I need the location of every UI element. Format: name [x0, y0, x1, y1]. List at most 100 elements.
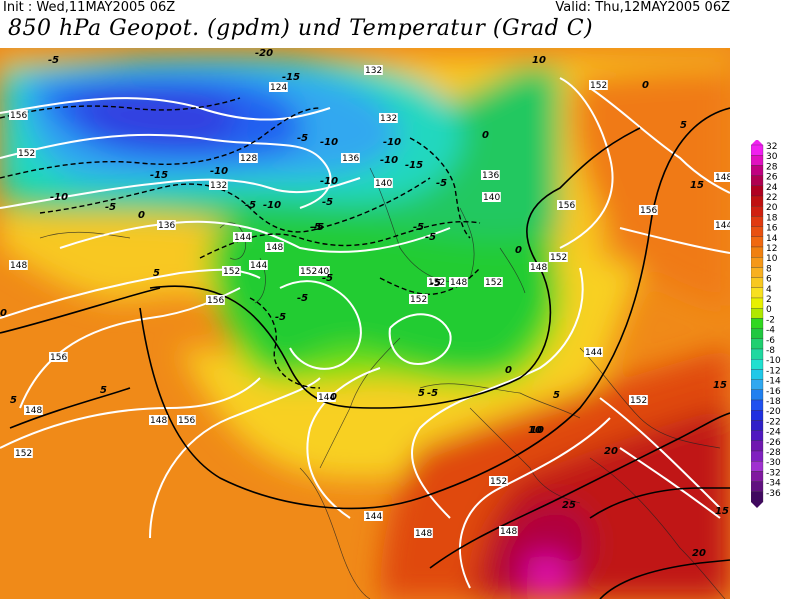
geopotential-label: 128 [240, 154, 257, 164]
label-box [409, 294, 428, 304]
legend-label: 32 [766, 142, 777, 152]
geopotential-label: 156 [50, 353, 67, 363]
label-box [14, 448, 33, 458]
legend-label: 26 [766, 173, 778, 183]
geopotential-label: 148 [150, 416, 167, 426]
legend-label: -2 [766, 315, 775, 325]
label-box [364, 65, 383, 75]
geopotential-label: 148 [415, 529, 432, 539]
geopotential-label: 132 [210, 181, 227, 191]
temperature-legend: 32302826242220181614121086420-2-4-6-8-10… [751, 140, 781, 508]
geopotential-label: 152 [485, 278, 502, 288]
geopotential-label: 140 [483, 193, 500, 203]
temperature-contours [0, 107, 730, 599]
label-box [482, 192, 501, 202]
temperature-label: 0 [642, 80, 649, 91]
legend-swatch [751, 399, 764, 411]
label-box [311, 266, 330, 276]
label-box [557, 200, 576, 210]
temperature-label: -5 [436, 178, 447, 189]
legend-swatch [751, 236, 764, 248]
label-box [364, 511, 383, 521]
geopotential-label: 140 [375, 179, 392, 189]
label-box [233, 232, 252, 242]
label-box [529, 262, 548, 272]
geopotential-label: 152 [300, 267, 317, 277]
geopotential-label: 144 [234, 233, 251, 243]
legend-label: -12 [766, 366, 781, 376]
legend-swatch [751, 144, 764, 156]
legend-swatch [751, 175, 764, 186]
legend-label: 0 [766, 305, 772, 315]
init-time: Init : Wed,11MAY2005 06Z [3, 0, 176, 15]
legend-swatch [751, 420, 764, 431]
legend-swatch [751, 359, 764, 370]
temperature-label: -5 [427, 388, 438, 399]
label-box [317, 392, 336, 402]
geopotential-label: 152 [18, 149, 35, 159]
legend-label: -4 [766, 326, 775, 336]
label-box [639, 205, 658, 215]
temperature-label: 15 [713, 380, 727, 391]
legend-swatch [751, 246, 764, 258]
geopotential-label: 152 [428, 278, 445, 288]
temperature-label: -5 [430, 278, 441, 289]
geopotential-label: 148 [530, 263, 547, 273]
label-box [427, 277, 446, 287]
legend-swatch [751, 165, 764, 176]
label-box [714, 220, 730, 230]
legend-label: 4 [766, 285, 772, 295]
label-box [489, 476, 508, 486]
legend-label: -18 [766, 397, 781, 407]
legend-label: -36 [766, 489, 781, 499]
temperature-label: -5 [48, 55, 59, 66]
legend-swatch [751, 389, 764, 401]
temperature-label: 20 [692, 548, 706, 559]
legend-label: 20 [766, 203, 778, 213]
temperature-label: 10 [528, 425, 542, 436]
legend-label: -30 [766, 458, 781, 468]
legend-label: 22 [766, 193, 777, 203]
legend-label: -22 [766, 417, 781, 427]
temperature-label: -5 [322, 273, 333, 284]
geopotential-label: 156 [178, 416, 195, 426]
geopotential-label: 136 [482, 171, 499, 181]
temperature-label: -15 [405, 160, 423, 171]
label-box [484, 277, 503, 287]
label-box [222, 266, 241, 276]
legend-label: -28 [766, 448, 781, 458]
legend-swatch [751, 267, 764, 278]
temperature-label: -15 [282, 72, 300, 83]
label-box [269, 82, 288, 92]
legend-swatch [751, 287, 764, 299]
label-box [499, 526, 518, 536]
geopotential-contours [0, 77, 730, 589]
legend-label: -26 [766, 438, 781, 448]
label-box [374, 178, 393, 188]
legend-swatch [751, 369, 764, 380]
geopotential-label: 148 [500, 527, 517, 537]
label-box [549, 252, 568, 262]
temperature-label: -5 [297, 133, 308, 144]
temperature-label: 5 [153, 268, 160, 279]
label-box [481, 170, 500, 180]
geopotential-label: 152 [410, 295, 427, 305]
geopotential-label: 148 [25, 406, 42, 416]
legend-label: -20 [766, 407, 781, 417]
label-box [206, 295, 225, 305]
label-box [414, 528, 433, 538]
legend-label: 10 [766, 254, 778, 264]
legend-label: 16 [766, 224, 778, 234]
geopotential-label: 136 [158, 221, 175, 231]
legend-arrow-bottom [751, 502, 763, 508]
temperature-label: -5 [322, 197, 333, 208]
temperature-label: -5 [413, 222, 424, 233]
geopotential-label: 152 [490, 477, 507, 487]
temperature-label: 10 [530, 425, 544, 436]
temperature-label: -5 [275, 312, 286, 323]
temperature-label: -5 [297, 293, 308, 304]
label-box [149, 415, 168, 425]
label-box [299, 266, 318, 276]
